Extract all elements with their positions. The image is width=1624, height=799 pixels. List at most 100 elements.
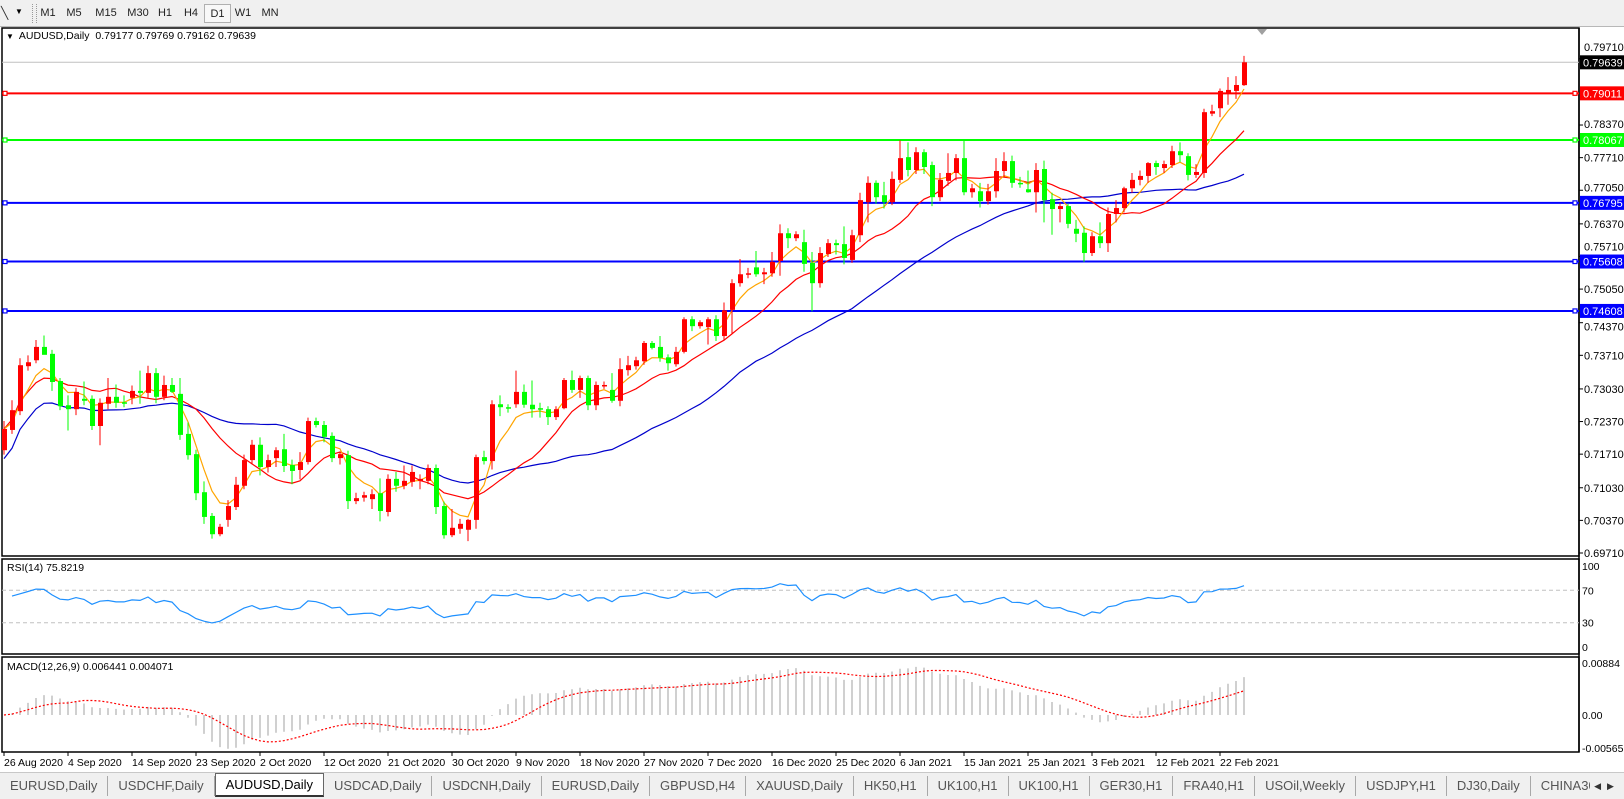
chart-tab[interactable]: CHINA300,H1: [1531, 776, 1590, 796]
level-handle-left[interactable]: [2, 308, 8, 314]
chart-tab[interactable]: FRA40,H1: [1173, 776, 1256, 796]
timeframe-m5-button[interactable]: M5: [66, 7, 82, 19]
chart-tab[interactable]: USDJPY,H1: [1356, 776, 1447, 796]
ma-slow-line: [3, 173, 1245, 484]
candle: [994, 158, 999, 198]
candle: [970, 183, 975, 198]
chart-canvas[interactable]: 0.79710 0.78370 0.77710 0.77050 0.76370 0.757…: [0, 0, 1624, 772]
candle: [514, 370, 519, 408]
chart-tab[interactable]: USDCNH,Daily: [432, 776, 542, 796]
timeframe-w1-button[interactable]: W1: [234, 7, 252, 19]
candle: [890, 171, 895, 206]
candle-body: [1202, 112, 1207, 173]
candle-body: [850, 235, 855, 260]
price-tick-label: 0.75710: [1584, 241, 1624, 253]
main-plot: [2, 55, 1579, 542]
candle-body: [1058, 206, 1063, 210]
candle-body: [290, 465, 295, 471]
collapse-triangle-icon[interactable]: ▼: [6, 32, 14, 41]
timeframe-h4-button[interactable]: H4: [183, 7, 199, 19]
candle: [650, 340, 655, 350]
date-label: 25 Dec 2020: [836, 757, 896, 769]
candle: [26, 355, 31, 371]
candle-body: [658, 346, 663, 358]
level-price-label: 0.76795: [1583, 198, 1623, 210]
timeframe-h1-button[interactable]: H1: [157, 7, 173, 19]
chart-tab[interactable]: DJ30,Daily: [1447, 776, 1531, 796]
candle: [386, 474, 391, 517]
chart-shift-marker[interactable]: [1257, 29, 1267, 35]
candle-body: [498, 404, 503, 408]
candle-body: [618, 369, 623, 401]
candle: [746, 267, 751, 279]
level-handle-right[interactable]: [1572, 308, 1578, 314]
price-tick-label: 0.72370: [1584, 417, 1624, 429]
level-handle-right[interactable]: [1572, 90, 1578, 96]
candle: [402, 465, 407, 490]
candle-body: [1218, 90, 1223, 109]
tab-scroll-right-icon[interactable]: ▶: [1607, 781, 1620, 791]
chart-tab[interactable]: GER30,H1: [1090, 776, 1174, 796]
level-handle-left[interactable]: [2, 137, 8, 143]
chart-tab[interactable]: USOil,Weekly: [1255, 776, 1357, 796]
line-tool-icon[interactable]: ╲: [1, 6, 9, 20]
chart-tab[interactable]: EURUSD,Daily: [0, 776, 109, 796]
candle: [594, 381, 599, 411]
candle-body: [562, 380, 567, 409]
level-handle-right[interactable]: [1572, 200, 1578, 206]
chart-tab[interactable]: USDCHF,Daily: [108, 776, 215, 796]
candle-body: [26, 362, 31, 367]
level-handle-left[interactable]: [2, 258, 8, 265]
candle-body: [218, 526, 223, 535]
candle-body: [554, 409, 559, 418]
chart-tab[interactable]: UK100,H1: [1009, 776, 1090, 796]
timeframe-m15-button[interactable]: M15: [95, 7, 117, 19]
price-tick-label: 0.71710: [1584, 449, 1624, 461]
candle-body: [330, 435, 335, 459]
candle: [442, 501, 447, 539]
tab-scroll-arrows[interactable]: ◀▶: [1590, 773, 1624, 799]
level-handle-left[interactable]: [2, 200, 8, 206]
candle: [34, 339, 39, 364]
candle-body: [1154, 163, 1159, 168]
candle-body: [402, 480, 407, 486]
timeframe-d1-button[interactable]: D1: [204, 4, 231, 23]
candle: [706, 317, 711, 345]
candle: [1234, 76, 1239, 99]
chart-tab[interactable]: UK100,H1: [928, 776, 1009, 796]
candle: [1098, 222, 1103, 249]
current-price-label: 0.79639: [1583, 57, 1623, 69]
timeframe-m1-button[interactable]: M1: [40, 7, 56, 19]
candle: [10, 400, 15, 434]
level-handle-right[interactable]: [1572, 258, 1578, 265]
candle: [562, 378, 567, 410]
candle-body: [234, 484, 239, 508]
rsi-label: RSI(14) 75.8219: [7, 562, 84, 574]
level-handle-left[interactable]: [2, 90, 8, 96]
candle-body: [106, 396, 111, 404]
chart-tab[interactable]: EURUSD,Daily: [542, 776, 650, 796]
timeframe-m30-button[interactable]: M30: [127, 7, 149, 19]
candle-body: [1034, 169, 1039, 193]
price-tick-label: 0.76370: [1584, 219, 1624, 231]
date-label: 25 Jan 2021: [1028, 757, 1086, 769]
timeframe-mn-button[interactable]: MN: [261, 7, 279, 19]
chevron-down-icon[interactable]: ▼: [15, 7, 23, 16]
candle-body: [450, 527, 455, 536]
candle: [1106, 207, 1111, 253]
candle-body: [114, 396, 119, 403]
candle: [674, 346, 679, 367]
toolbar-grip[interactable]: [32, 4, 37, 23]
level-handle-right[interactable]: [1572, 137, 1578, 143]
chart-tab[interactable]: XAUUSD,Daily: [746, 776, 854, 796]
date-label: 7 Dec 2020: [708, 757, 762, 769]
chart-tab[interactable]: USDCAD,Daily: [324, 776, 433, 796]
candle: [1122, 186, 1127, 213]
candle-body: [530, 404, 535, 410]
date-label: 23 Sep 2020: [196, 757, 256, 769]
candle-body: [1234, 84, 1239, 91]
chart-tab[interactable]: GBPUSD,H4: [650, 776, 747, 796]
tab-scroll-left-icon[interactable]: ◀: [1594, 781, 1607, 791]
chart-tab[interactable]: HK50,H1: [854, 776, 928, 796]
chart-tab[interactable]: AUDUSD,Daily: [214, 773, 325, 797]
